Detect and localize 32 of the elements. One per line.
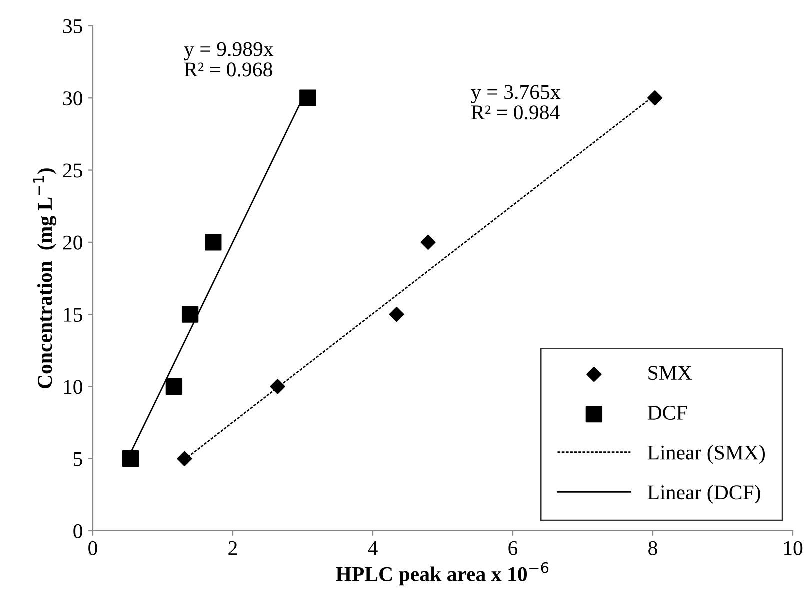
x-tick-label: 6 [508,541,518,556]
point [166,378,183,396]
x-tick-label: 4 [368,541,378,556]
annotation: y = 3.765x R² = 0.984 [471,85,561,120]
y-axis-title: Concentration (mg L$^{−1}$) [33,168,57,389]
point [300,90,316,106]
point [182,306,199,323]
x-tick-label: 8 [648,541,658,556]
point [177,451,192,466]
x-tick-label: 10 [784,541,803,556]
x-axis-title: HPLC peak area x 10$^{−6}$ [336,562,549,586]
point [648,90,663,106]
legend-label: Linear (SMX) [648,445,765,464]
x-tick-label: 0 [88,541,98,556]
y-tick-label: 20 [63,236,82,250]
y-tick-label: 15 [64,308,82,322]
x-tick-label: 2 [228,541,238,556]
y-tick-label: 5 [74,452,82,466]
point [122,450,140,468]
point [205,234,222,251]
point [389,307,404,322]
point [270,379,286,394]
y-tick-label: 35 [63,19,82,34]
point [420,234,436,250]
y-tick-label: 25 [63,164,82,178]
y-tick-label: 10 [64,380,82,394]
legend-label: Linear (DCF) [648,485,760,504]
y-tick-label: 30 [63,92,82,106]
y-tick-label: 0 [74,524,82,538]
annotation: y = 9.989x R² = 0.968 [184,42,274,77]
legend-label: SMX [648,366,692,380]
legend-label: DCF [648,406,688,420]
